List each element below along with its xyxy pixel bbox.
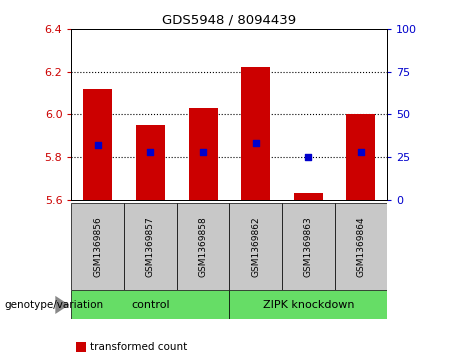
Bar [177,203,229,290]
Text: control: control [131,300,170,310]
Text: genotype/variation: genotype/variation [5,300,104,310]
Bar [229,290,387,319]
Bar [347,114,375,200]
Bar [124,203,177,290]
Bar [229,203,282,290]
Point [199,149,207,155]
Point [305,154,312,160]
Title: GDS5948 / 8094439: GDS5948 / 8094439 [162,13,296,26]
Point [94,142,101,148]
Point [147,149,154,155]
Bar [294,193,323,200]
Text: transformed count: transformed count [90,342,187,352]
Text: GSM1369856: GSM1369856 [93,216,102,277]
Text: GSM1369858: GSM1369858 [199,216,207,277]
Bar [71,203,124,290]
Text: GSM1369864: GSM1369864 [356,216,366,277]
Point [357,149,365,155]
Text: GSM1369862: GSM1369862 [251,216,260,277]
Bar [83,89,112,200]
Text: ZIPK knockdown: ZIPK knockdown [263,300,354,310]
Text: GSM1369863: GSM1369863 [304,216,313,277]
Bar [241,68,270,200]
Bar [71,290,229,319]
Text: GSM1369857: GSM1369857 [146,216,155,277]
Bar [189,108,218,200]
Point [252,140,260,146]
Bar [136,125,165,200]
Bar [335,203,387,290]
Bar [282,203,335,290]
